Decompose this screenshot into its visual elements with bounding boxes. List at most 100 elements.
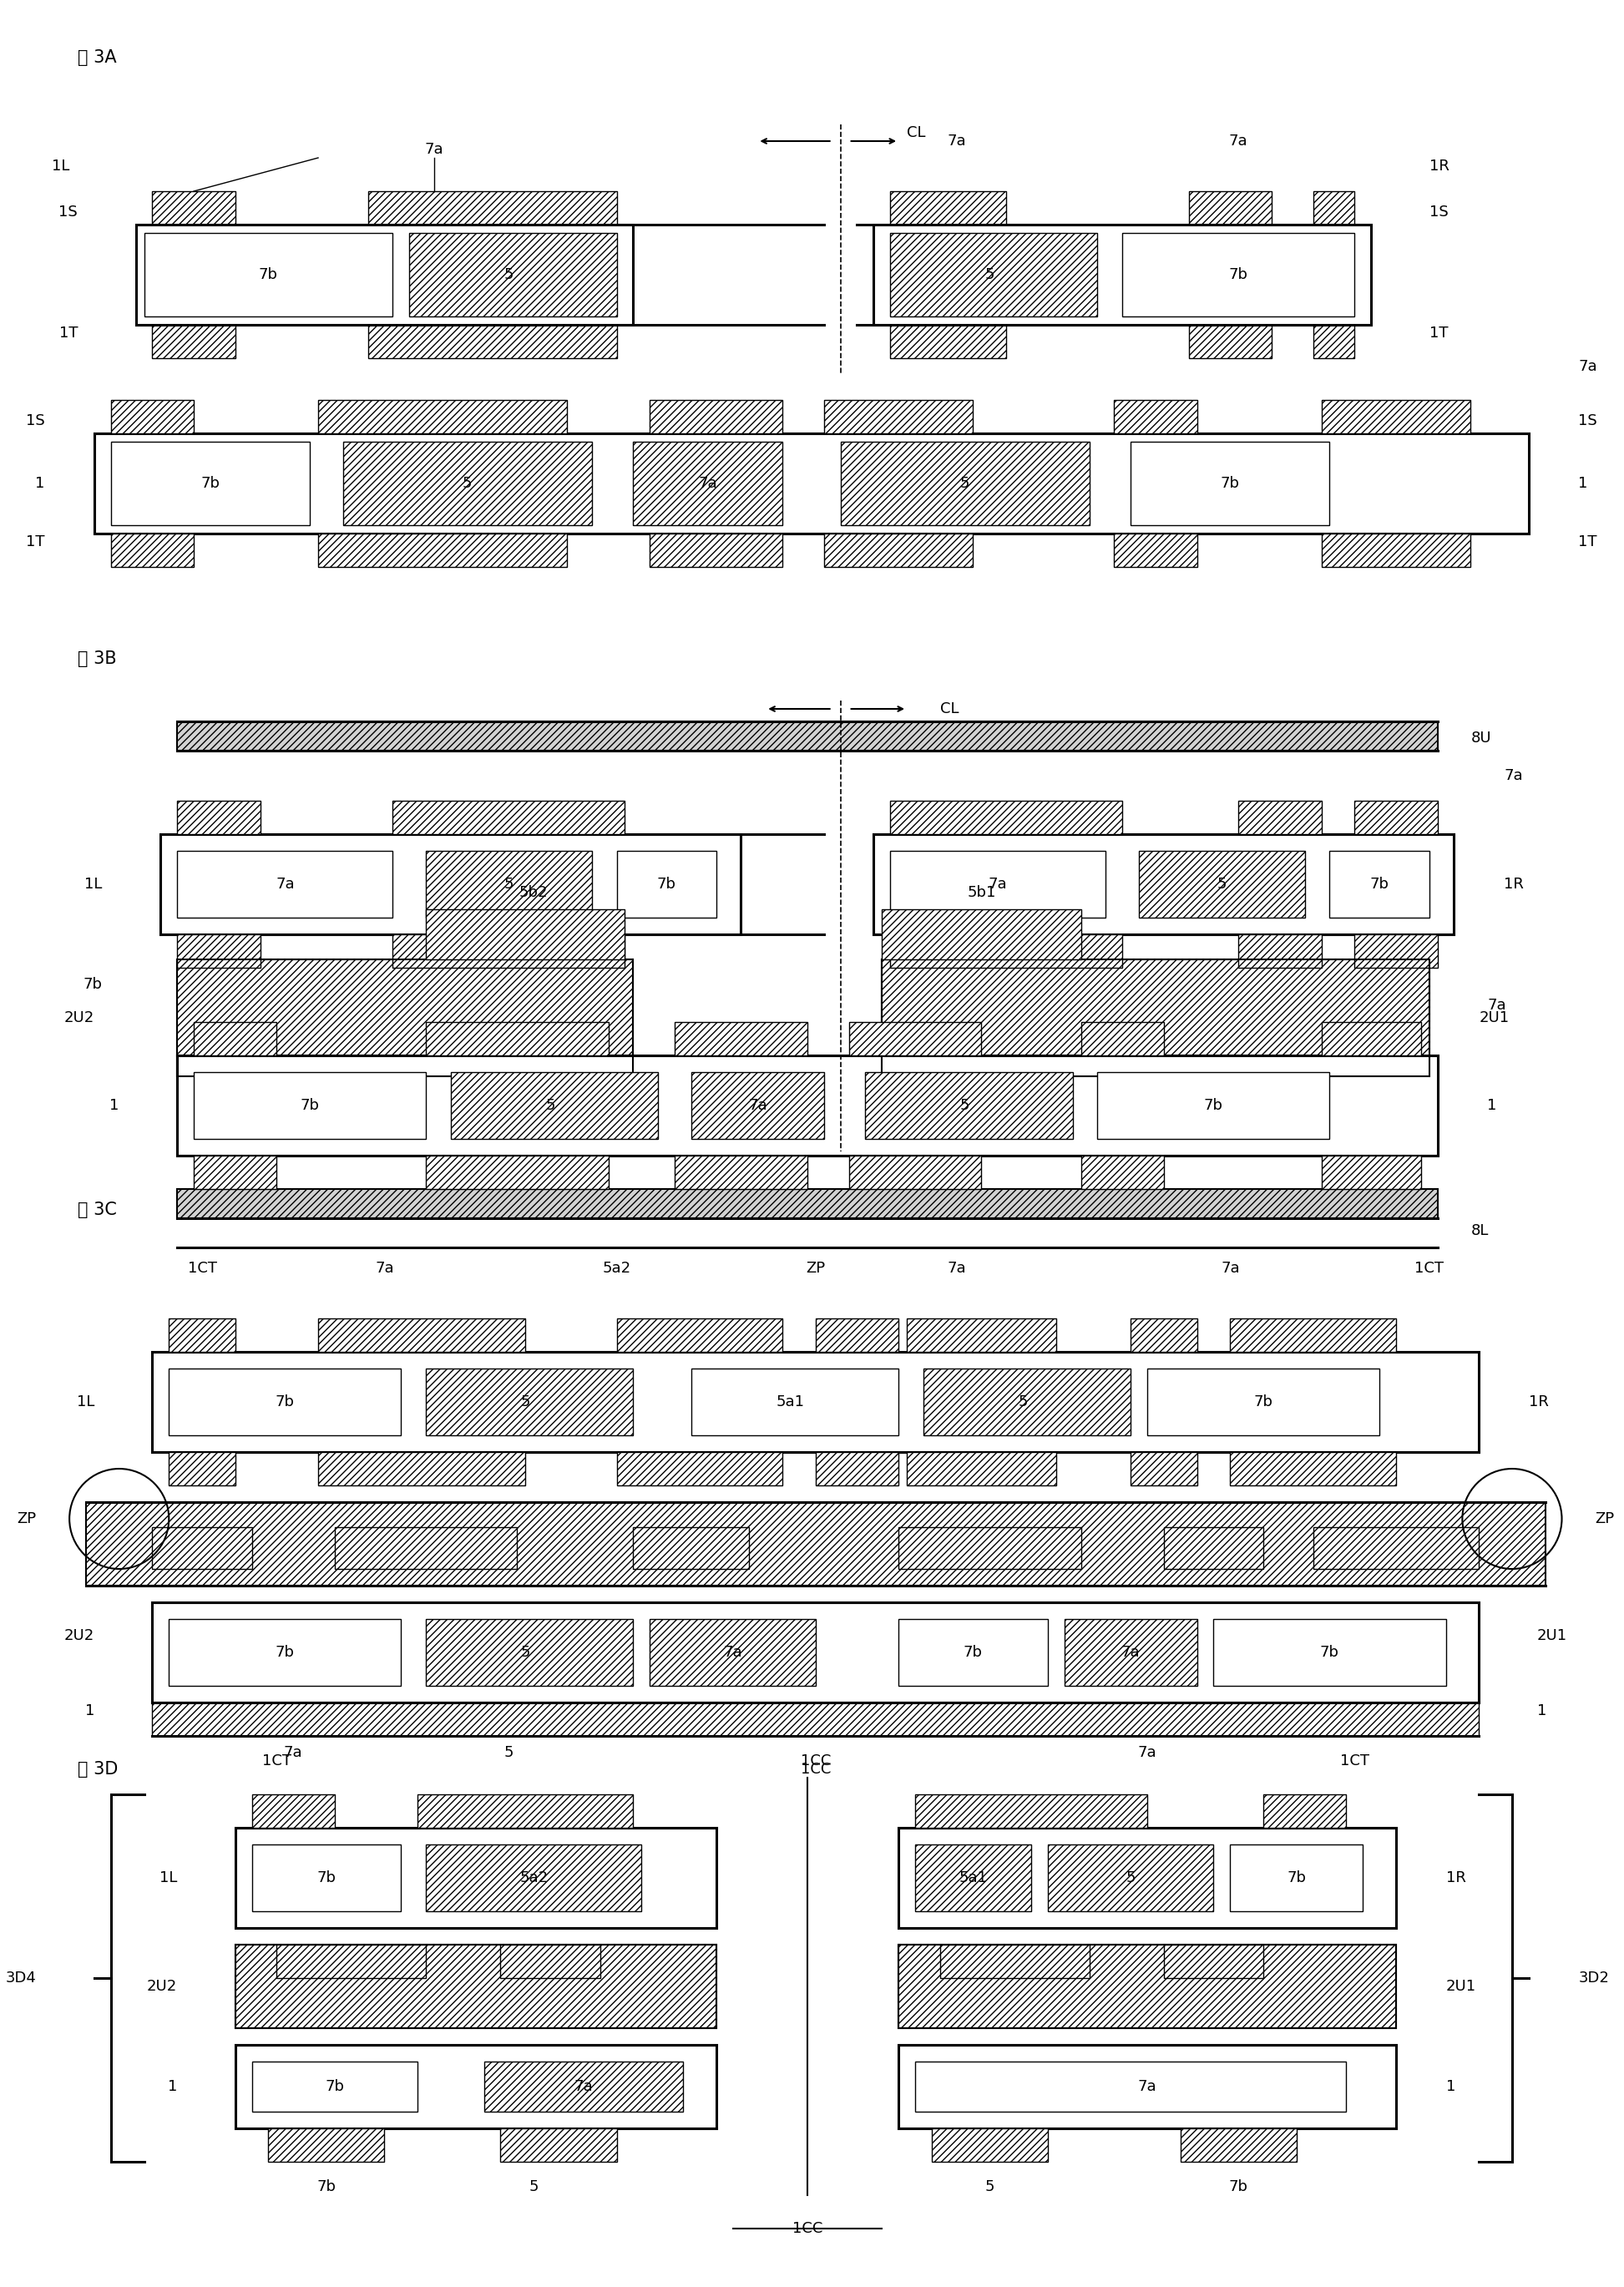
Bar [425, 1843, 641, 1912]
Text: 5: 5 [503, 1745, 513, 1761]
Bar [369, 192, 617, 224]
Bar [1239, 935, 1322, 967]
Bar [484, 2061, 684, 2111]
Bar [1130, 1317, 1197, 1352]
Text: 1: 1 [1488, 1098, 1497, 1114]
Bar [177, 720, 1437, 750]
Text: 1R: 1R [1429, 158, 1449, 174]
Text: 7b: 7b [300, 1098, 320, 1114]
Bar [849, 1155, 981, 1189]
Text: 7b: 7b [963, 1644, 983, 1660]
Text: 图 3B: 图 3B [78, 650, 117, 668]
Bar [849, 1022, 981, 1054]
Text: 1CT: 1CT [261, 1754, 291, 1768]
Bar [1354, 800, 1437, 835]
Bar [169, 1317, 235, 1352]
Bar [268, 2129, 385, 2161]
Text: 1T: 1T [26, 535, 44, 549]
Text: 1L: 1L [84, 876, 102, 892]
Text: 7a: 7a [698, 476, 718, 492]
Text: 5a2: 5a2 [520, 1871, 547, 1884]
Bar [1229, 1843, 1363, 1912]
Bar [369, 325, 617, 359]
Bar [153, 325, 235, 359]
Text: 7b: 7b [1229, 2180, 1249, 2193]
Text: 1R: 1R [1528, 1395, 1549, 1409]
Bar [906, 1317, 1056, 1352]
Bar [276, 1944, 425, 1978]
Text: 7b: 7b [317, 2180, 336, 2193]
Bar [177, 958, 633, 1077]
Bar [1322, 400, 1471, 432]
Text: 5: 5 [984, 2180, 994, 2193]
Bar [914, 2061, 1346, 2111]
Bar [425, 1368, 633, 1436]
Text: 1CC: 1CC [801, 1754, 831, 1768]
Bar [425, 1619, 633, 1686]
Bar [86, 1503, 1544, 1585]
Bar [1082, 1155, 1164, 1189]
Text: 7a: 7a [276, 876, 294, 892]
Text: 7a: 7a [1138, 2079, 1156, 2095]
Text: 8L: 8L [1471, 1224, 1489, 1237]
Text: 1L: 1L [159, 1871, 177, 1884]
Bar [1164, 1528, 1263, 1569]
Bar [177, 851, 393, 917]
Bar [1147, 1368, 1379, 1436]
Text: 3D2: 3D2 [1579, 1971, 1609, 1985]
Bar [692, 1073, 823, 1139]
Bar [1229, 1317, 1397, 1352]
Text: 1CT: 1CT [187, 1260, 216, 1276]
Bar [1064, 1619, 1197, 1686]
Text: 7b: 7b [258, 268, 278, 281]
Text: 2U2: 2U2 [63, 1011, 94, 1025]
Bar [153, 1352, 1479, 1452]
Text: 1CT: 1CT [1415, 1260, 1444, 1276]
Text: 1CT: 1CT [1340, 1754, 1369, 1768]
Text: 3D4: 3D4 [5, 1971, 36, 1985]
Bar [650, 533, 783, 567]
Bar [890, 192, 1007, 224]
Bar [500, 1944, 599, 1978]
Bar [425, 1155, 609, 1189]
Text: 1T: 1T [1429, 325, 1449, 341]
Bar [1314, 1528, 1479, 1569]
Bar [914, 1843, 1031, 1912]
Bar [882, 958, 1429, 1077]
Bar [335, 1528, 516, 1569]
Bar [169, 1452, 235, 1487]
Text: 5b1: 5b1 [966, 885, 996, 901]
Text: 7b: 7b [1369, 876, 1389, 892]
Text: 7a: 7a [749, 1098, 767, 1114]
Bar [1130, 441, 1330, 526]
Bar [633, 441, 783, 526]
Bar [1229, 1452, 1397, 1487]
Bar [451, 1073, 658, 1139]
Text: 7b: 7b [276, 1395, 294, 1409]
Text: 1S: 1S [1429, 204, 1449, 220]
Bar [1122, 233, 1354, 316]
Text: 1L: 1L [52, 158, 70, 174]
Bar [1239, 800, 1322, 835]
Bar [890, 935, 1122, 967]
Bar [1189, 192, 1272, 224]
Bar [650, 1619, 815, 1686]
Text: 7b: 7b [1286, 1871, 1306, 1884]
Text: 1S: 1S [26, 414, 44, 428]
Bar [1322, 1155, 1421, 1189]
Text: 7a: 7a [284, 1745, 302, 1761]
Bar [425, 1022, 609, 1054]
Bar [898, 1827, 1397, 1928]
Text: 7b: 7b [1229, 268, 1249, 281]
Bar [193, 1022, 276, 1054]
Text: 1: 1 [167, 2079, 177, 2095]
Text: 7a: 7a [1221, 1260, 1239, 1276]
Text: 7b: 7b [1221, 476, 1239, 492]
Bar [890, 800, 1122, 835]
Bar [153, 1603, 1479, 1702]
Text: 图 3C: 图 3C [78, 1201, 117, 1219]
Bar [1114, 400, 1197, 432]
Text: 7a: 7a [989, 876, 1007, 892]
Text: 1T: 1T [1579, 535, 1596, 549]
Bar [898, 1944, 1397, 2029]
